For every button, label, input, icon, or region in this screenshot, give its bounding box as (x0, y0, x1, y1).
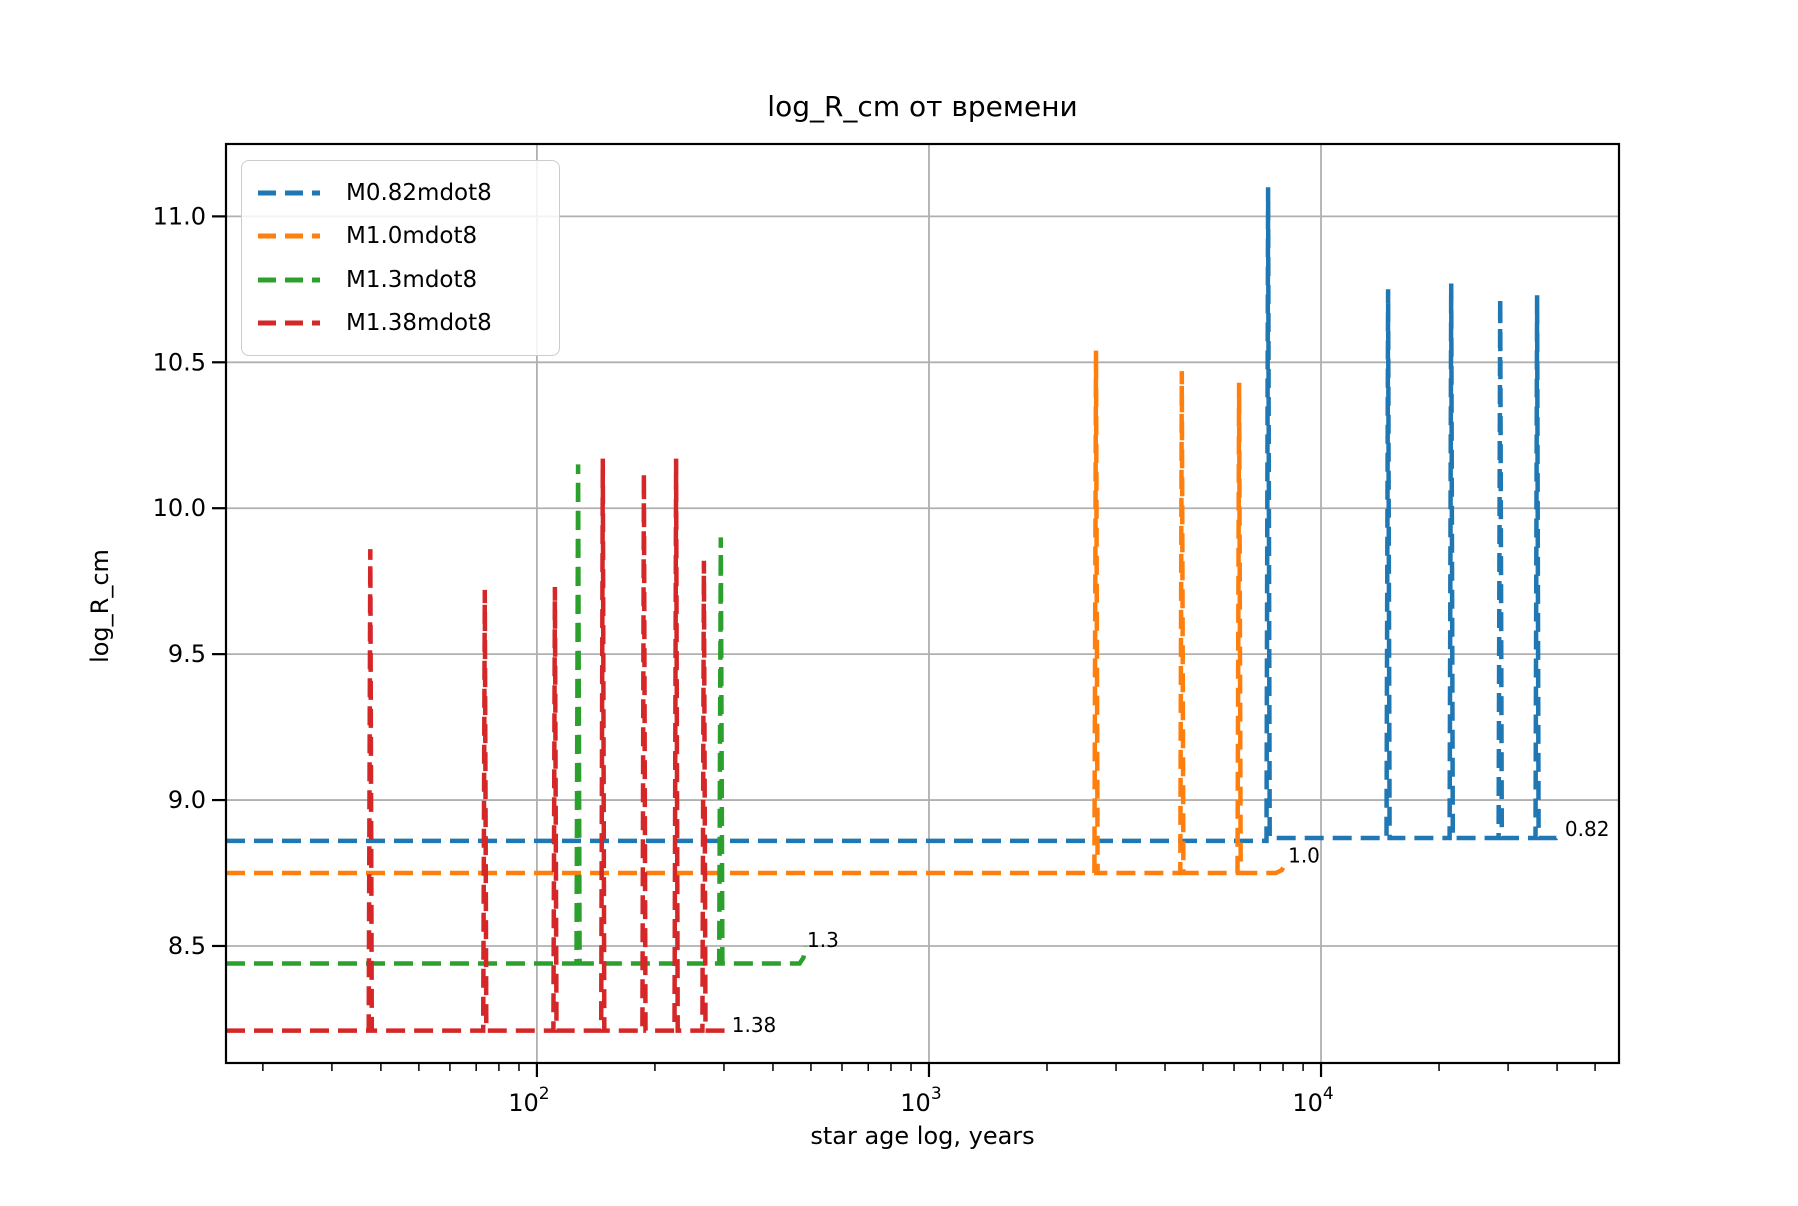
y-tick-label: 9.0 (168, 786, 206, 814)
legend-label: M0.82mdot8 (346, 179, 492, 206)
legend-item: M1.3mdot8 (256, 258, 545, 302)
series-line-M0.82mdot8 (226, 187, 1564, 844)
x-tick-label: 102 (508, 1084, 549, 1117)
axes-frame (224, 142, 1621, 1065)
x-tick-label: 103 (900, 1084, 941, 1117)
y-tick-label: 8.5 (168, 932, 206, 960)
legend-item: M0.82mdot8 (256, 171, 545, 215)
legend-item: M1.38mdot8 (256, 302, 545, 346)
x-tick-label: 104 (1292, 1084, 1333, 1117)
legend-label: M1.38mdot8 (346, 310, 492, 337)
legend-line-sample (258, 320, 320, 326)
legend-line-sample (258, 233, 320, 239)
series-line-M1.0mdot8 (226, 350, 1287, 876)
annotation-0.82: 0.82 (1565, 817, 1610, 841)
legend-item: M1.0mdot8 (256, 215, 545, 259)
chart-title: log_R_cm от времени (767, 90, 1078, 123)
legend-label: M1.0mdot8 (346, 223, 478, 250)
series-line-M1.3mdot8 (226, 464, 808, 966)
annotation-1.38: 1.38 (732, 1013, 777, 1037)
annotation-1.3: 1.3 (807, 928, 839, 952)
y-tick-label: 10.5 (153, 348, 206, 376)
y-tick-label: 9.5 (168, 640, 206, 668)
legend-line-sample (258, 190, 320, 196)
annotation-1.0: 1.0 (1288, 844, 1320, 868)
legend-label: M1.3mdot8 (346, 266, 478, 293)
y-axis-label: log_R_cm (86, 549, 114, 663)
y-tick-label: 10.0 (153, 494, 206, 522)
x-axis-label: star age log, years (810, 1122, 1035, 1150)
series-line-M1.38mdot8 (226, 458, 726, 1033)
legend-line-sample (258, 277, 320, 283)
legend: M0.82mdot8 M1.0mdot8 M1.3mdot8 M1.38mdot… (241, 160, 560, 356)
y-tick-label: 11.0 (153, 202, 206, 230)
